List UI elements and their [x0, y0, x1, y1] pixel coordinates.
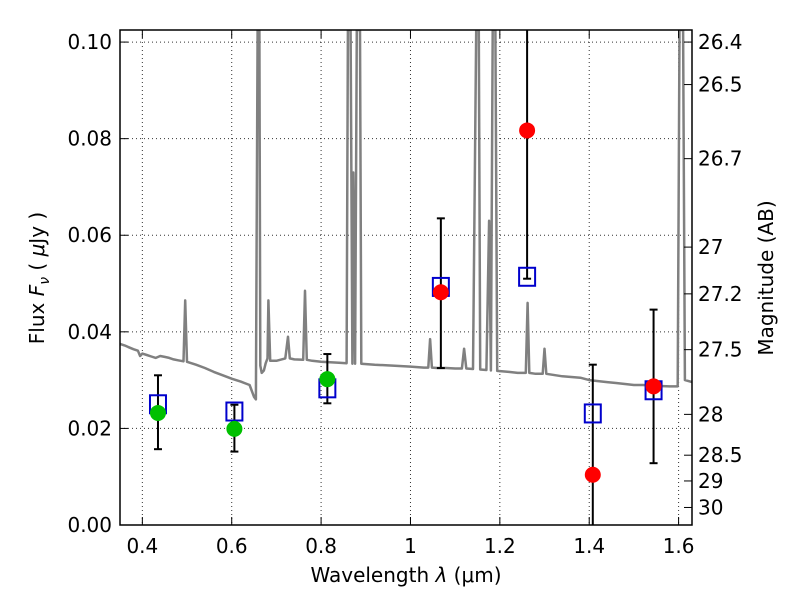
spectrum-line [120, 30, 692, 401]
spectrum-layer [120, 30, 692, 401]
mag-tick-label: 27.5 [698, 338, 743, 362]
x-tick-label: 1.6 [663, 534, 695, 558]
observed-photometry-point [584, 466, 601, 483]
mag-tick-label: 26.4 [698, 30, 743, 54]
model-photometry-marker [518, 266, 537, 287]
observed-photometry-point [226, 420, 243, 437]
x-tick-label: 0.4 [126, 534, 158, 558]
y-tick-label: 0.04 [67, 320, 112, 344]
x-tick-label: 0.8 [305, 534, 337, 558]
x-axis-ticks: 0.4 0.6 0.8 1 1.2 1.4 1.6 [126, 30, 695, 558]
observed-photometry-point [645, 378, 662, 395]
mag-tick-label: 27 [698, 235, 723, 259]
x-tick-label: 0.6 [216, 534, 248, 558]
y-axis-label: Flux Fν ( μJy ) [25, 212, 53, 344]
mag-tick-label: 30 [698, 495, 723, 519]
observed-photometry-point [519, 122, 536, 139]
magnitude-axis-label: Magnitude (AB) [754, 200, 778, 355]
mag-tick-label: 26.5 [698, 73, 743, 97]
x-tick-label: 1.4 [573, 534, 605, 558]
mag-tick-label: 29 [698, 469, 723, 493]
x-tick-label: 1.2 [484, 534, 516, 558]
x-tick-label: 1 [404, 534, 417, 558]
mag-tick-label: 27.2 [698, 282, 743, 306]
observed-photometry-point [432, 284, 449, 301]
x-axis-label: Wavelength λ (μm) [310, 563, 501, 587]
y-tick-label: 0.00 [67, 513, 112, 537]
y-tick-label: 0.02 [67, 416, 112, 440]
mag-tick-label: 28.5 [698, 443, 743, 467]
observed-photometry-layer [149, 122, 662, 483]
y-tick-label: 0.10 [67, 30, 112, 54]
y-axis-ticks: 0.00 0.02 0.04 0.06 0.08 0.10 [67, 30, 128, 537]
model-photometry-marker [583, 403, 602, 424]
observed-photometry-point [149, 404, 166, 421]
observed-photometry-point [319, 371, 336, 388]
model-photometry-marker [225, 401, 244, 422]
y-tick-label: 0.06 [67, 223, 112, 247]
mag-tick-label: 28 [698, 402, 723, 426]
plot-frame [119, 29, 693, 526]
mag-tick-label: 26.7 [698, 147, 743, 171]
y-tick-label: 0.08 [67, 127, 112, 151]
